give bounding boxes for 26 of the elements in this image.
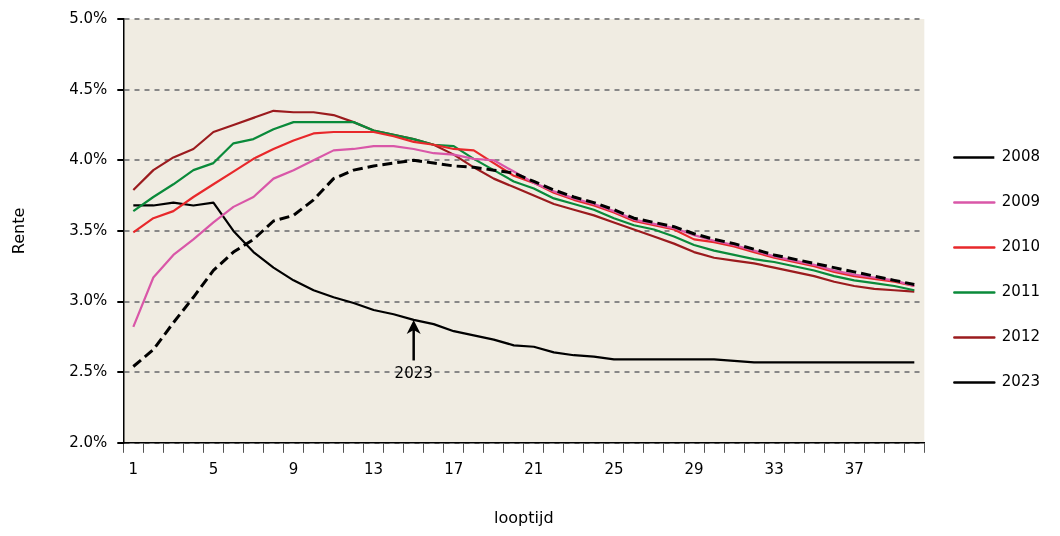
y-tick-label: 2.5% xyxy=(69,362,108,381)
y-tick-label: 2.0% xyxy=(69,432,108,451)
y-tick-label: 5.0% xyxy=(69,8,108,27)
legend-label: 2009 xyxy=(1001,192,1041,211)
y-tick-label: 4.5% xyxy=(69,79,108,98)
x-tick-label: 1 xyxy=(128,459,139,478)
x-tick-label: 9 xyxy=(288,459,299,478)
y-axis-title: Rente xyxy=(8,207,28,255)
x-tick-label: 17 xyxy=(444,459,464,478)
y-tick-label: 3.0% xyxy=(69,291,108,310)
legend-label: 2008 xyxy=(1001,147,1041,166)
x-tick-label: 29 xyxy=(684,459,704,478)
legend-label: 2011 xyxy=(1001,282,1041,301)
x-tick-label: 13 xyxy=(364,459,384,478)
x-tick-label: 21 xyxy=(524,459,544,478)
x-tick-label: 5 xyxy=(208,459,219,478)
x-tick-label: 25 xyxy=(604,459,624,478)
legend-label: 2023 xyxy=(1001,372,1041,391)
legend-label: 2010 xyxy=(1001,237,1041,256)
annotation: 2023 xyxy=(394,363,433,382)
x-axis-title: looptijd xyxy=(494,507,554,527)
y-tick-label: 3.5% xyxy=(69,220,108,239)
legend-label: 2012 xyxy=(1001,327,1041,346)
y-tick-label: 4.0% xyxy=(69,150,108,169)
x-tick-label: 33 xyxy=(764,459,784,478)
x-tick-label: 37 xyxy=(844,459,864,478)
